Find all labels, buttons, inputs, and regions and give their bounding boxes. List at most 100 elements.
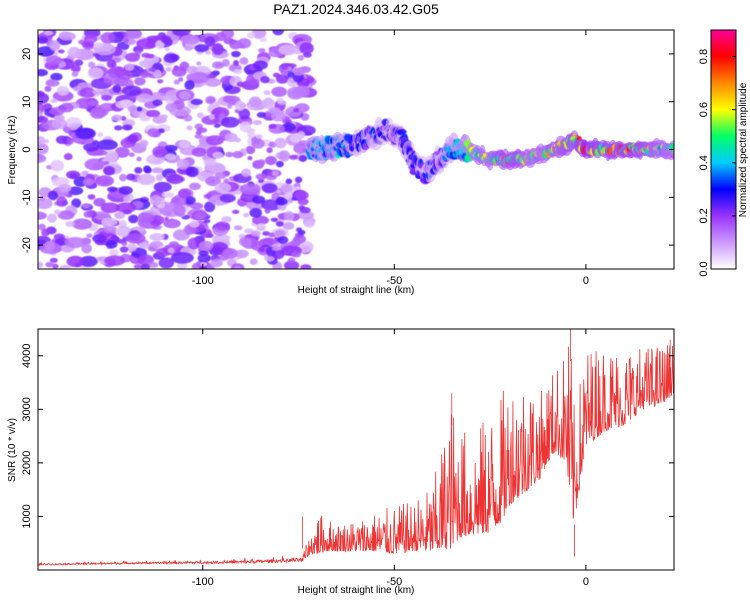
noise-blob <box>204 77 222 87</box>
noise-blob <box>274 137 287 149</box>
noise-blob <box>296 227 303 233</box>
noise-blob <box>215 199 223 206</box>
spectrogram-marks <box>38 30 674 269</box>
noise-blob <box>137 212 155 224</box>
noise-blob <box>162 95 170 102</box>
noise-blob <box>233 225 243 231</box>
noise-blob <box>194 212 206 220</box>
noise-blob <box>128 152 135 157</box>
noise-blob <box>271 170 279 177</box>
noise-blob <box>251 30 267 39</box>
noise-blob <box>204 36 216 47</box>
noise-blob <box>79 87 96 98</box>
noise-blob <box>96 139 118 151</box>
noise-blob <box>180 34 200 45</box>
noise-blob <box>158 257 175 269</box>
noise-blob <box>203 158 217 166</box>
noise-blob <box>119 173 127 182</box>
noise-blob <box>88 61 96 68</box>
noise-blob <box>45 79 60 87</box>
colorbar-tick-label: 0.4 <box>698 155 710 170</box>
noise-blob <box>210 258 223 268</box>
noise-blob <box>163 53 179 64</box>
noise-blob <box>285 106 302 118</box>
noise-blob <box>299 42 314 55</box>
noise-blob <box>186 125 193 131</box>
noise-blob <box>83 142 100 152</box>
noise-blob <box>184 44 193 52</box>
noise-blob <box>38 69 48 77</box>
y-tick-label: 0 <box>21 146 33 152</box>
noise-blob <box>38 110 43 117</box>
noise-blob <box>165 66 172 72</box>
noise-blob <box>164 216 169 221</box>
noise-blob <box>271 246 281 252</box>
noise-blob <box>261 98 276 109</box>
noise-blob <box>122 124 133 131</box>
noise-blob <box>165 103 178 112</box>
colorbar-label: Normalized spectral amplitude <box>738 82 749 217</box>
noise-blob <box>239 121 252 132</box>
noise-blob <box>203 193 212 199</box>
noise-blob <box>160 35 172 44</box>
noise-blob <box>144 167 152 174</box>
noise-blob <box>186 65 198 74</box>
noise-blob <box>147 128 160 138</box>
noise-blob <box>300 264 312 269</box>
noise-blob <box>276 97 284 104</box>
noise-blob <box>275 160 284 168</box>
colorbar: 0.0 0.2 0.4 0.6 0.8 Normalized spectral ampl… <box>698 29 749 277</box>
noise-blob <box>148 67 157 72</box>
x-tick-label: 0 <box>583 576 589 588</box>
noise-blob <box>136 38 158 50</box>
noise-blob <box>135 93 154 103</box>
noise-blob <box>247 131 256 139</box>
noise-blob <box>197 112 205 119</box>
noise-blob <box>116 225 132 238</box>
noise-blob <box>95 175 114 187</box>
noise-blob <box>293 108 300 113</box>
noise-blob <box>178 189 191 199</box>
noise-blob <box>186 71 210 84</box>
noise-blob <box>124 63 135 72</box>
noise-blob <box>65 220 75 227</box>
noise-blob <box>95 149 108 156</box>
noise-blob <box>236 81 244 88</box>
noise-blob <box>205 135 224 146</box>
noise-blob <box>136 156 142 162</box>
noise-blob <box>151 167 164 174</box>
noise-blob <box>225 151 234 158</box>
noise-blob <box>122 36 130 43</box>
noise-blob <box>121 85 142 97</box>
noise-blob <box>38 143 49 155</box>
noise-blob <box>274 229 286 237</box>
noise-blob <box>197 253 212 263</box>
noise-blob <box>278 150 291 162</box>
noise-blob <box>134 167 143 174</box>
noise-blob <box>298 154 308 162</box>
noise-blob <box>261 183 278 194</box>
noise-blob <box>92 89 103 95</box>
noise-blob <box>249 258 258 265</box>
noise-blob <box>275 197 288 206</box>
noise-blob <box>239 57 249 65</box>
noise-blob <box>66 255 85 268</box>
noise-blob <box>81 243 92 254</box>
noise-blob <box>71 70 79 77</box>
noise-blob <box>82 178 95 186</box>
noise-blob <box>213 123 221 128</box>
noise-blob <box>287 71 295 78</box>
noise-blob <box>75 127 95 140</box>
noise-blob <box>277 236 289 245</box>
x-tick-label: -50 <box>386 275 402 287</box>
noise-blob <box>107 186 118 193</box>
noise-blob <box>125 233 146 244</box>
noise-blob <box>159 114 169 119</box>
noise-blob <box>101 95 112 101</box>
noise-blob <box>270 217 278 222</box>
noise-blob <box>303 221 315 228</box>
noise-blob <box>50 159 65 172</box>
snr-series-line <box>38 345 674 567</box>
